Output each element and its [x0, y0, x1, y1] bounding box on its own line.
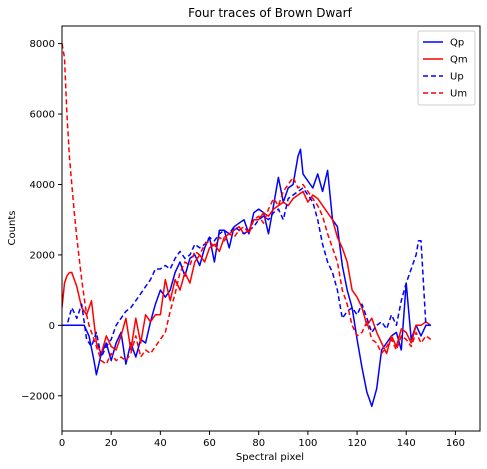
legend-label-um: Um — [450, 89, 467, 100]
x-axis: 0 20 40 60 80 100 120 140 160 — [59, 431, 465, 449]
y-tick-label: 6000 — [30, 110, 55, 121]
y-tick-label: 4000 — [30, 180, 55, 191]
y-axis: −2000 0 2000 4000 6000 8000 — [21, 39, 62, 402]
series-line-up — [62, 187, 431, 358]
x-tick-label: 40 — [154, 438, 167, 449]
legend-box — [417, 30, 476, 106]
y-tick-label: 0 — [49, 321, 55, 332]
y-tick-label: −2000 — [21, 391, 55, 402]
plot-frame — [61, 25, 481, 432]
x-tick-label: 0 — [59, 438, 65, 449]
x-tick-label: 120 — [348, 438, 367, 449]
y-axis-label: Counts — [7, 211, 18, 246]
series-line-qm — [62, 190, 432, 355]
y-tick-label: 8000 — [30, 39, 55, 50]
x-axis-label: Spectral pixel — [236, 452, 304, 463]
chart-title: Four traces of Brown Dwarf — [188, 6, 352, 20]
y-tick-label: 2000 — [30, 250, 55, 261]
x-tick-label: 100 — [298, 438, 317, 449]
legend-label-qm: Qm — [450, 55, 468, 66]
x-tick-label: 80 — [252, 438, 265, 449]
x-tick-label: 20 — [105, 438, 118, 449]
x-tick-label: 160 — [446, 438, 465, 449]
series-line-um — [62, 43, 432, 365]
x-tick-label: 60 — [203, 438, 216, 449]
legend-label-qp: Qp — [450, 38, 464, 49]
legend-label-up: Up — [450, 72, 464, 83]
x-tick-label: 140 — [397, 438, 416, 449]
legend: Qp Qm Up Um — [417, 30, 476, 106]
series-line-qp — [62, 148, 431, 408]
series-layer — [62, 43, 432, 408]
